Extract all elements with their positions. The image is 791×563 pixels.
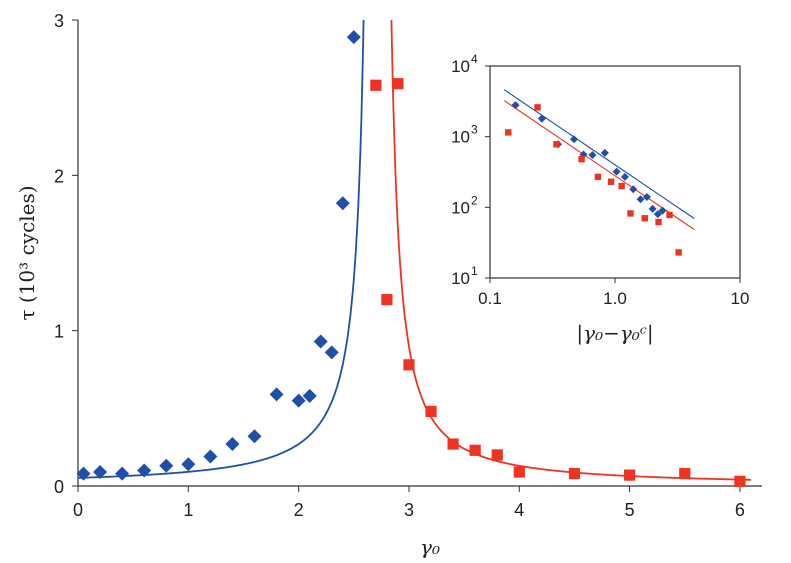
inset-y-tick-exponent: 3 [471, 123, 478, 137]
inset-x-tick-label: 0.1 [478, 289, 502, 308]
main-blue-point [225, 437, 240, 452]
inset-red-point [578, 155, 585, 163]
main-blue-point [324, 345, 339, 360]
main-blue-point [247, 429, 262, 444]
inset-blue-point [642, 193, 651, 202]
main-red-point [679, 467, 691, 480]
main-blue-point [203, 449, 218, 464]
main-red-point [469, 444, 481, 456]
main-y-tick-label: 0 [54, 477, 64, 497]
inset-y-tick-exponent: 4 [471, 52, 478, 66]
main-x-tick-label: 5 [625, 500, 635, 520]
main-red-point [370, 79, 382, 91]
inset-blue-point [653, 210, 662, 219]
main-blue-fit-curve [78, 20, 365, 479]
main-blue-point [313, 334, 328, 349]
main-x-tick-label: 1 [183, 500, 193, 520]
inset-blue-point [511, 101, 520, 110]
inset-red-point [675, 249, 682, 256]
inset-red-point [607, 178, 615, 185]
inset-blue-point [600, 148, 609, 157]
main-x-tick-label: 4 [514, 500, 524, 520]
main-blue-point [76, 466, 91, 481]
main-red-point [403, 359, 415, 371]
inset-blue-fit-line [503, 89, 695, 219]
main-blue-point [159, 458, 174, 473]
inset-x-tick-label: 1.0 [603, 289, 627, 308]
main-blue-point [93, 465, 108, 480]
inset-red-point [505, 129, 512, 136]
inset-blue-point [537, 114, 546, 123]
inset-y-tick-label: 10 [451, 269, 470, 288]
inset-y-tick-label: 10 [451, 198, 470, 217]
main-x-tick-label: 3 [404, 500, 414, 520]
main-points [76, 30, 746, 487]
main-blue-point [137, 463, 152, 478]
inset-y-tick-label: 10 [451, 57, 470, 76]
inset-points [505, 101, 682, 256]
inset-blue-point [648, 204, 657, 213]
main-red-point [425, 405, 437, 418]
main-y-tick-label: 1 [54, 322, 64, 342]
main-y-ticks: 0 1 2 3 [54, 11, 78, 497]
main-blue-point [335, 196, 350, 211]
inset-x-axis-label: |γ₀−γ₀ᶜ| [576, 321, 653, 346]
main-y-tick-label: 2 [54, 166, 64, 186]
main-x-tick-label: 6 [735, 500, 745, 520]
inset-y-tick-exponent: 1 [471, 264, 478, 278]
main-x-ticks: 0 1 2 3 4 5 6 [73, 486, 745, 520]
main-blue-point [291, 393, 306, 408]
main-blue-point [346, 30, 361, 45]
inset-red-point [666, 211, 673, 219]
main-red-point [491, 449, 503, 461]
main-red-point [447, 438, 459, 450]
inset-blue-point [629, 185, 638, 194]
main-red-point [734, 475, 746, 487]
inset-x-tick-label: 10 [731, 289, 750, 308]
inset-red-point [594, 173, 602, 181]
main-blue-point [181, 457, 196, 472]
inset-blue-point [570, 135, 579, 144]
main-blue-point [115, 466, 130, 481]
main-chart: 0 1 2 3 4 5 6 0 1 2 3 γ₀ τ (10³ cycles) [15, 11, 762, 559]
main-x-axis-label: γ₀ [420, 535, 440, 559]
main-x-tick-label: 0 [73, 500, 83, 520]
inset-red-point [534, 104, 541, 111]
inset-blue-point [612, 167, 621, 176]
inset-red-point [641, 215, 648, 222]
inset-red-point [627, 210, 634, 217]
inset-blue-point [636, 195, 645, 204]
inset-red-point [655, 218, 662, 226]
main-y-axis-label: τ (10³ cycles) [15, 185, 39, 320]
inset-red-point [553, 141, 560, 148]
main-red-point [513, 466, 525, 478]
main-blue-point [302, 388, 317, 403]
inset-blue-point [658, 206, 667, 215]
inset-y-tick-exponent: 2 [471, 193, 478, 207]
main-x-tick-label: 2 [294, 500, 304, 520]
main-y-tick-label: 3 [54, 11, 64, 31]
main-red-point [392, 78, 404, 90]
inset-red-point [618, 182, 625, 190]
main-red-point [568, 467, 581, 480]
main-red-point [381, 294, 393, 306]
inset-blue-point [588, 151, 597, 160]
inset-x-ticks: 0.1 1.0 10 [478, 278, 749, 308]
main-blue-point [269, 387, 284, 402]
inset-y-tick-label: 10 [451, 128, 470, 147]
main-red-point [624, 469, 636, 481]
inset-blue-point [620, 172, 629, 181]
